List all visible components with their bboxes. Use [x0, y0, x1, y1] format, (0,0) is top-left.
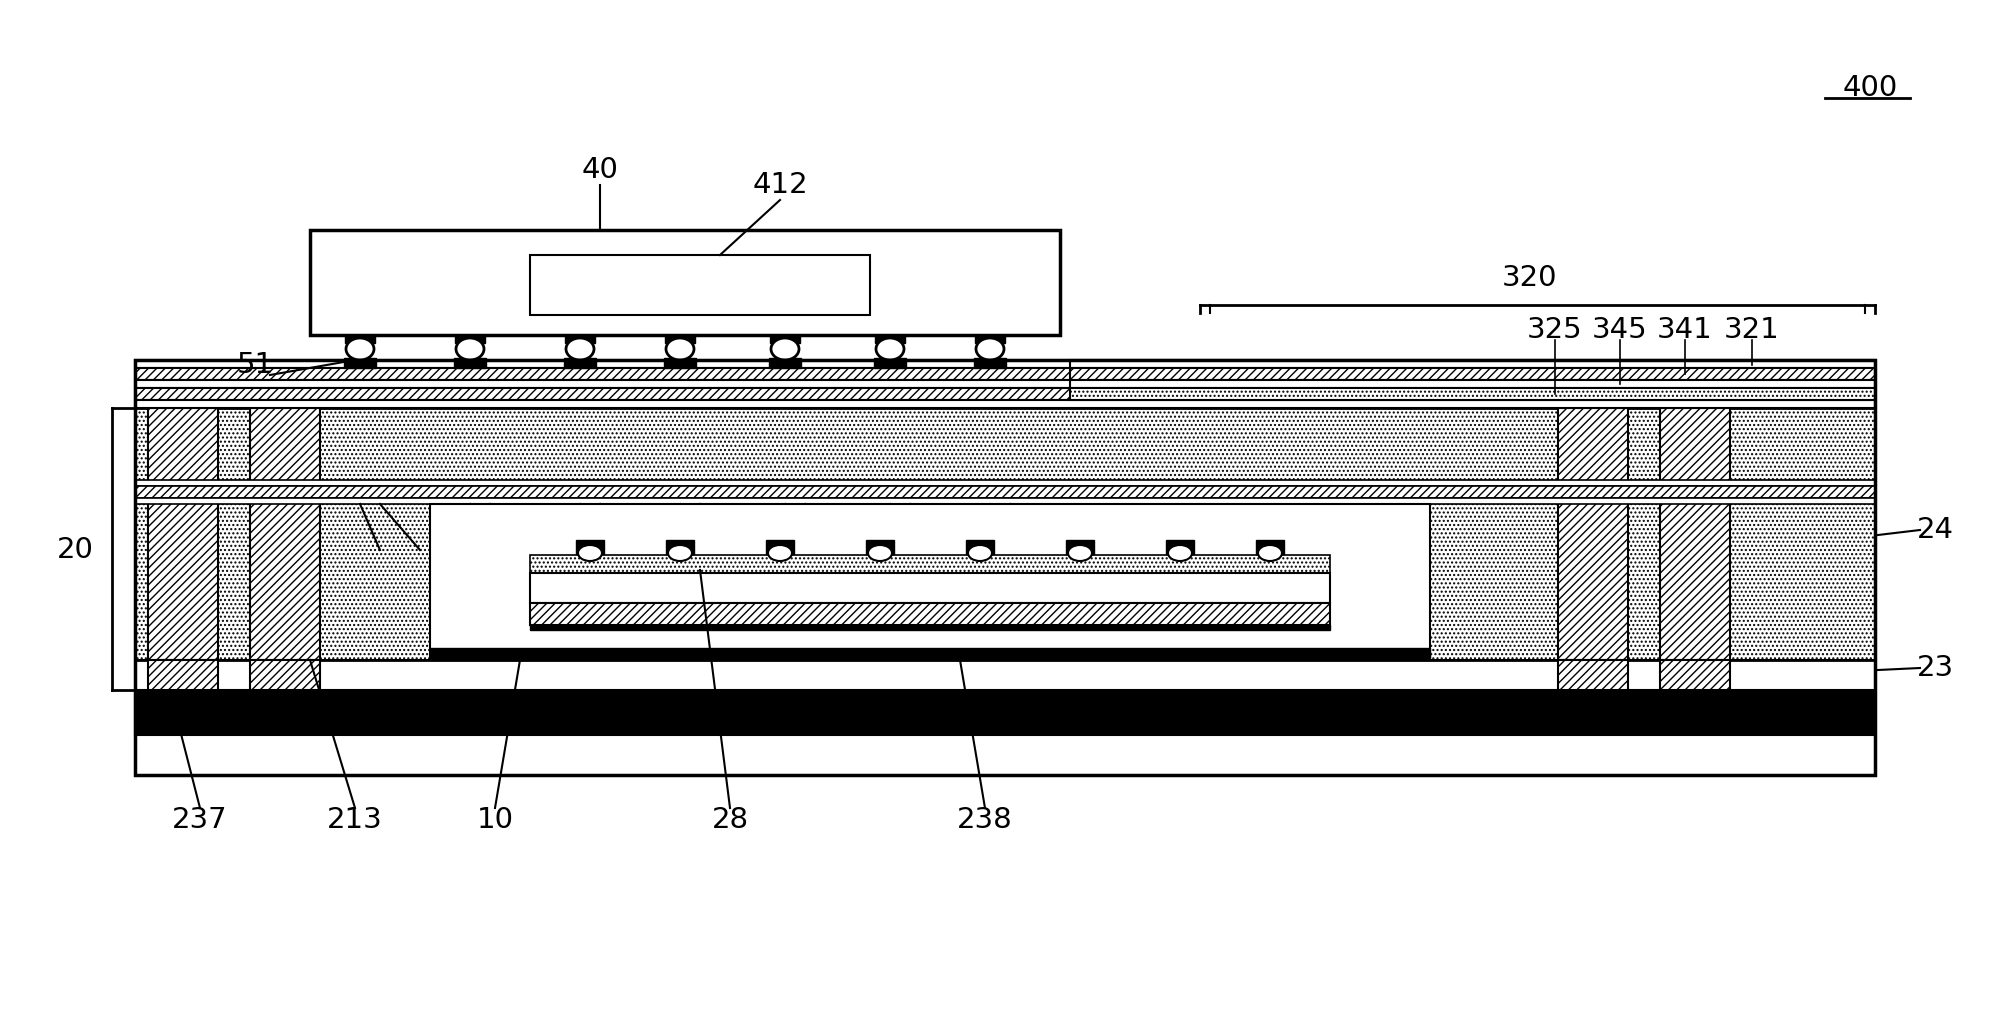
Bar	[665, 540, 694, 554]
Bar	[530, 625, 1331, 630]
Bar	[530, 255, 871, 315]
Ellipse shape	[877, 338, 903, 360]
Bar	[345, 335, 375, 343]
Text: 23: 23	[1917, 654, 1954, 682]
Bar	[1066, 540, 1095, 554]
Bar	[976, 335, 1006, 343]
Bar	[147, 660, 218, 690]
Bar	[564, 335, 595, 343]
Ellipse shape	[968, 545, 992, 561]
Bar	[135, 690, 1875, 735]
Ellipse shape	[665, 338, 694, 360]
Ellipse shape	[1167, 545, 1191, 561]
Bar	[454, 358, 486, 368]
Text: 237: 237	[171, 806, 228, 834]
Bar	[770, 335, 800, 343]
Bar	[135, 400, 1875, 408]
Ellipse shape	[456, 338, 484, 360]
Bar	[135, 480, 1875, 486]
Ellipse shape	[976, 338, 1004, 360]
Bar	[966, 540, 994, 554]
Bar	[1558, 408, 1629, 660]
Bar	[530, 555, 1331, 573]
Ellipse shape	[579, 545, 603, 561]
Ellipse shape	[770, 338, 798, 360]
Bar	[1070, 368, 1875, 380]
Bar	[135, 388, 1875, 400]
Bar	[1256, 540, 1284, 554]
Bar	[310, 230, 1060, 335]
Text: 10: 10	[476, 806, 514, 834]
Text: 321: 321	[1724, 316, 1780, 344]
Bar	[768, 358, 800, 368]
Bar	[1558, 660, 1629, 690]
Text: 412: 412	[752, 171, 808, 199]
Bar	[250, 408, 321, 660]
Bar	[429, 504, 1429, 660]
Bar	[456, 335, 486, 343]
Bar	[663, 358, 696, 368]
Bar	[250, 660, 321, 690]
Bar	[1070, 388, 1875, 400]
Bar	[135, 408, 1875, 660]
Ellipse shape	[667, 545, 691, 561]
Bar	[875, 358, 905, 368]
Text: 213: 213	[327, 806, 383, 834]
Text: 51: 51	[236, 351, 274, 379]
Text: 20: 20	[56, 536, 93, 564]
Bar	[1165, 540, 1193, 554]
Bar	[530, 573, 1331, 603]
Text: 320: 320	[1502, 264, 1558, 292]
Bar	[135, 380, 1875, 388]
Bar	[577, 540, 605, 554]
Text: 28: 28	[712, 806, 748, 834]
Bar	[1070, 380, 1875, 388]
Bar	[766, 540, 794, 554]
Bar	[1070, 360, 1875, 368]
Bar	[974, 358, 1006, 368]
Ellipse shape	[347, 338, 375, 360]
Ellipse shape	[768, 545, 792, 561]
Text: 24: 24	[1917, 516, 1954, 544]
Bar	[429, 648, 1429, 660]
Ellipse shape	[869, 545, 891, 561]
Bar	[135, 360, 1875, 368]
Text: 345: 345	[1593, 316, 1647, 344]
Bar	[564, 358, 597, 368]
Bar	[1659, 660, 1730, 690]
Ellipse shape	[1068, 545, 1093, 561]
Bar	[135, 660, 1875, 690]
Ellipse shape	[1258, 545, 1282, 561]
Text: 325: 325	[1528, 316, 1583, 344]
Ellipse shape	[566, 338, 595, 360]
Text: 400: 400	[1843, 74, 1897, 102]
Text: 40: 40	[581, 156, 619, 184]
Bar	[875, 335, 905, 343]
Bar	[147, 408, 218, 660]
Bar	[135, 486, 1875, 498]
Bar	[530, 603, 1331, 625]
Bar	[345, 358, 377, 368]
Bar	[135, 360, 1875, 775]
Bar	[135, 498, 1875, 504]
Bar	[665, 335, 696, 343]
Text: 238: 238	[958, 806, 1012, 834]
Bar	[135, 368, 1875, 380]
Bar	[1659, 408, 1730, 660]
Text: 341: 341	[1657, 316, 1714, 344]
Bar	[867, 540, 893, 554]
